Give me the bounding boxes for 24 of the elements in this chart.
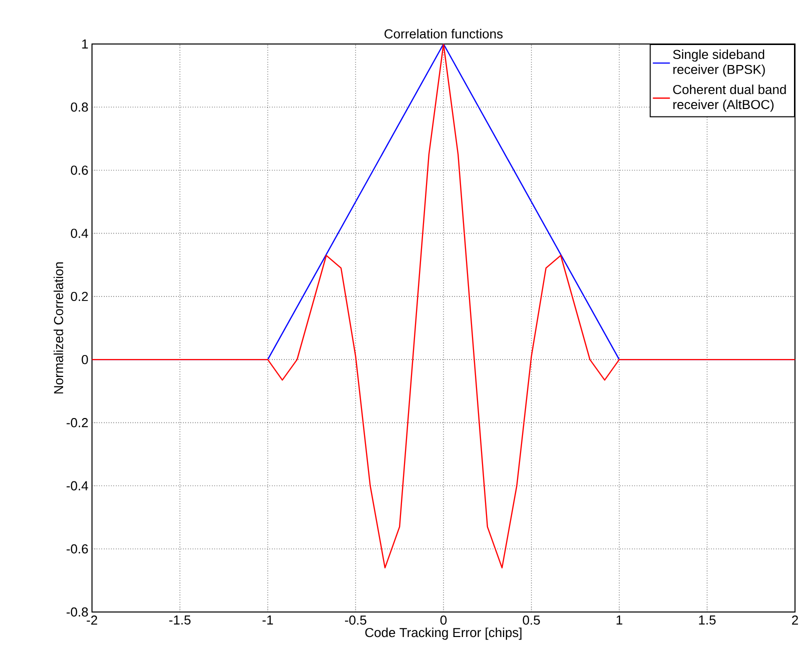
y-tick-label: 0.2 — [70, 292, 88, 302]
y-tick-label: 0.6 — [70, 166, 88, 175]
y-tick-label: -0.2 — [66, 418, 88, 428]
y-tick-label: 0.4 — [70, 228, 88, 238]
x-axis-title: Code Tracking Error [chips] — [365, 628, 522, 640]
x-tick-label: -2 — [86, 616, 98, 625]
y-tick-label: -0.4 — [66, 481, 88, 490]
x-tick-label: -0.5 — [345, 616, 366, 625]
y-tick-label: 0.8 — [70, 102, 88, 112]
y-tick-label: 1 — [82, 40, 88, 48]
x-tick-label: 0.5 — [522, 616, 540, 625]
legend-label: Single sideband receiver (BPSK) — [673, 49, 765, 77]
legend-label: Coherent dual band receiver (AltBOC) — [673, 84, 786, 112]
y-tick-label: 0 — [82, 354, 88, 364]
y-axis-title: Normalized Correlation — [54, 262, 64, 394]
chart-title: Correlation functions — [384, 28, 503, 38]
x-tick-label: -1 — [262, 616, 273, 624]
y-tick-label: -0.8 — [66, 607, 88, 617]
y-tick-label: -0.6 — [66, 544, 88, 554]
x-tick-label: 1.5 — [699, 616, 716, 625]
x-tick-label: 1 — [616, 616, 622, 624]
x-tick-label: 0 — [440, 616, 447, 625]
x-tick-label: -1.5 — [169, 616, 191, 625]
x-tick-label: 2 — [792, 616, 798, 625]
